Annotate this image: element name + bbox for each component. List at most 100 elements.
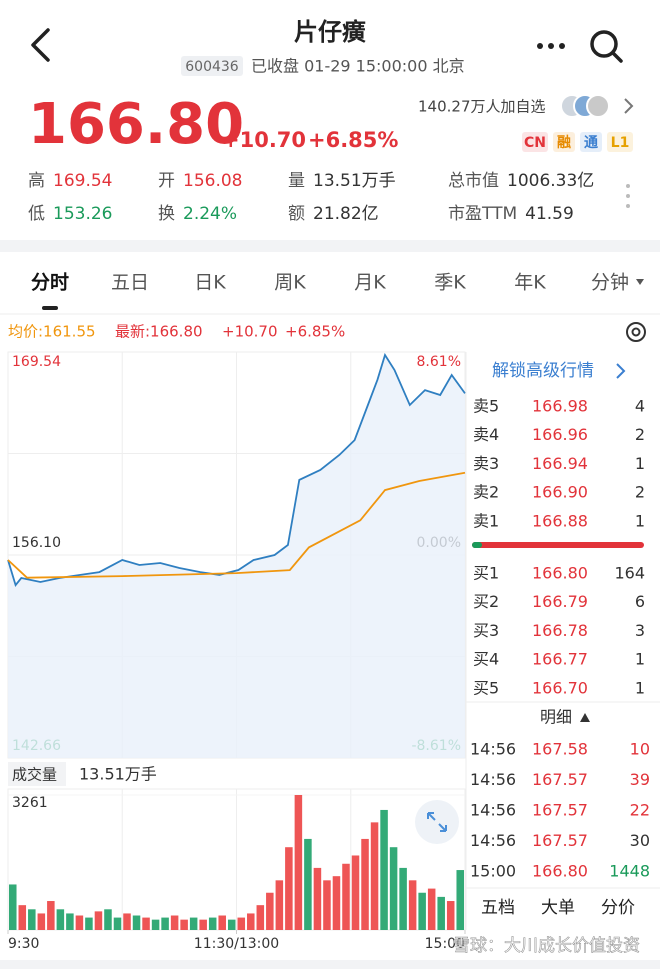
volume-bar [208, 917, 217, 930]
period-tab[interactable]: 季K [434, 272, 466, 294]
volume-bar [446, 901, 455, 930]
trade-volume: 39 [630, 770, 650, 789]
stat-value: 156.08 [183, 171, 242, 191]
period-tab[interactable]: 分时 [31, 272, 69, 294]
bid-ask-ratio [472, 542, 644, 548]
details-title[interactable]: 明细 [540, 708, 572, 727]
latest-change: +10.70 [222, 323, 278, 341]
stat: 额 21.82亿 [288, 204, 379, 224]
stat: 开 156.08 [158, 171, 242, 191]
volume-bar [456, 870, 464, 930]
stat-label: 高 [28, 171, 45, 191]
settings-button[interactable] [626, 322, 646, 342]
search-button[interactable] [590, 30, 623, 63]
volume-bar [370, 822, 379, 930]
period-tab[interactable]: 月K [354, 272, 386, 294]
volume-bar [218, 915, 226, 930]
volume-bar [323, 880, 331, 930]
stats-more[interactable] [626, 184, 630, 208]
volume-bar [342, 863, 350, 930]
stat: 量 13.51万手 [288, 171, 396, 191]
volume-bar [151, 919, 160, 930]
x-tick-label: 9:30 [8, 936, 39, 952]
book-label: 卖4 [473, 425, 499, 444]
volume-bar [285, 847, 293, 930]
stat: 低 153.26 [28, 204, 112, 224]
badge [553, 132, 575, 152]
book-label: 卖1 [473, 511, 499, 530]
volume-bar [304, 838, 312, 930]
volume-bar [47, 901, 55, 930]
badge-label: 通 [584, 135, 598, 151]
period-tab[interactable]: 年K [514, 272, 546, 294]
period-tab[interactable]: 分钟 [591, 272, 629, 294]
volume-bar [389, 847, 398, 930]
stat-value: 41.59 [525, 204, 574, 224]
volume-bar [351, 855, 360, 930]
unlock-link[interactable]: 解锁高级行情 [492, 361, 594, 381]
gear-hub [631, 327, 641, 337]
book-price: 166.90 [532, 483, 588, 502]
book-volume: 6 [635, 592, 645, 611]
volume-bar [275, 880, 284, 930]
back-button[interactable] [31, 28, 50, 62]
more-button[interactable] [537, 43, 565, 49]
y-tick-label: 3261 [12, 795, 48, 811]
volume-bar [294, 795, 303, 930]
volume-bar [142, 917, 150, 930]
trade-price: 167.57 [532, 770, 588, 789]
bottom-tab[interactable]: 大单 [541, 898, 575, 918]
trade-time: 14:56 [470, 740, 516, 759]
book-label: 买4 [473, 650, 499, 669]
book-volume: 2 [635, 483, 645, 502]
volume-bar [427, 888, 436, 930]
badge [580, 132, 602, 152]
period-tabs: 分时 五日 日K 周K 月K 季K 年K 分钟 [31, 272, 644, 294]
dot [559, 43, 565, 49]
book-volume: 1 [635, 650, 645, 669]
watermark: 雪球：大川成长价值投资 [453, 936, 640, 956]
stat-label: 总市值 [448, 171, 499, 191]
price-line [7, 352, 466, 587]
period-tab[interactable]: 日K [194, 272, 226, 294]
volume-bar [256, 905, 265, 930]
avg-line [7, 471, 466, 579]
stat-value: 1006.33亿 [507, 171, 594, 191]
avatar [586, 94, 610, 118]
bottom-tab[interactable]: 五档 [481, 898, 515, 918]
book-label: 卖3 [473, 454, 499, 473]
period-tab[interactable]: 五日 [111, 272, 149, 294]
volume-bar [113, 917, 122, 930]
stock-name: 片仔癀 [294, 18, 366, 46]
avg-price: 均价:161.55 [8, 323, 96, 341]
volume-bar [161, 917, 169, 930]
book-price: 166.77 [532, 650, 588, 669]
stat-label: 低 [28, 204, 45, 224]
period-tab[interactable]: 周K [274, 272, 306, 294]
book-label: 卖2 [473, 483, 499, 502]
book-price: 166.78 [532, 621, 588, 640]
bid-ask-ratio-ask [472, 542, 482, 548]
dot [626, 194, 630, 198]
volume-bar [361, 838, 369, 930]
badge-label: L1 [611, 135, 630, 151]
expand-button[interactable] [415, 800, 459, 844]
volume-bar [189, 917, 198, 930]
book-price: 166.79 [532, 592, 588, 611]
volume-label: 成交量 [12, 766, 57, 784]
trade-volume: 30 [630, 831, 650, 850]
expand-icon [427, 812, 447, 832]
price-chart: 169.548.61%156.100.00%142.66-8.61% [7, 351, 466, 759]
order-book: 卖5 166.98 4卖4 166.96 2卖3 166.94 1卖2 166.90 2卖1 16… [473, 397, 645, 698]
volume-bar [28, 909, 36, 930]
chevron [616, 363, 626, 379]
trade-price: 167.57 [532, 801, 588, 820]
book-volume: 1 [635, 511, 645, 530]
book-label: 卖5 [473, 397, 499, 416]
badge-label: CN [524, 135, 546, 151]
separator [0, 240, 660, 252]
market-status: 已收盘 01-29 15:00:00 北京 [251, 57, 465, 76]
bottom-tab[interactable]: 分价 [601, 898, 635, 918]
followers[interactable]: 140.27万人加自选 [418, 98, 546, 116]
